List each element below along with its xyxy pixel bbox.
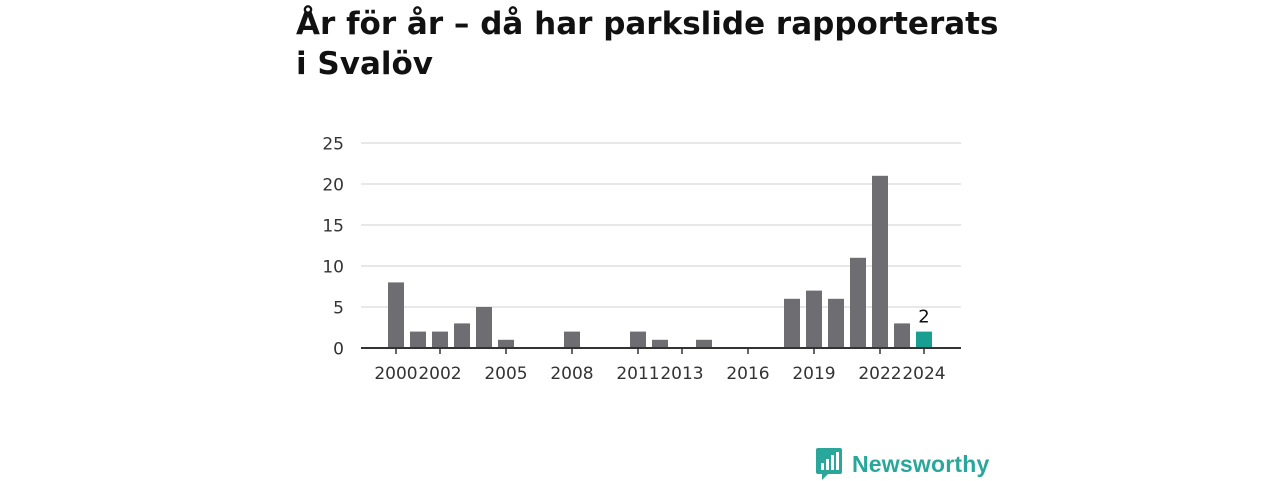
labels: 0 5 10 15 20 25 2000 2002 2005 2008 2011 2013 2016 20… bbox=[322, 135, 945, 385]
bar-chart-icon bbox=[816, 448, 842, 480]
bar-2008 bbox=[564, 331, 580, 348]
bar-2003 bbox=[454, 323, 470, 348]
bar-2024 bbox=[916, 331, 932, 348]
bars bbox=[388, 175, 932, 348]
y-tick-label: 10 bbox=[322, 258, 344, 278]
x-tick-label: 2011 bbox=[616, 364, 659, 384]
bar-2020 bbox=[828, 298, 844, 348]
x-tick-label: 2019 bbox=[792, 364, 835, 384]
bar-2002 bbox=[432, 331, 448, 348]
axes bbox=[361, 347, 961, 354]
x-tick-label: 2008 bbox=[550, 364, 593, 384]
y-tick-label: 5 bbox=[333, 299, 344, 319]
bar-2005 bbox=[498, 339, 514, 348]
chart-title: År för år – då har parkslide rapporterat… bbox=[296, 6, 999, 82]
y-tick-label: 0 bbox=[333, 340, 344, 360]
bar-2001 bbox=[410, 331, 426, 348]
y-tick-label: 15 bbox=[322, 217, 344, 237]
grid-lines bbox=[361, 142, 961, 308]
bar-2011 bbox=[630, 331, 646, 348]
x-tick-label: 2024 bbox=[902, 364, 945, 384]
y-tick-label: 20 bbox=[322, 176, 344, 196]
x-tick-label: 2016 bbox=[726, 364, 769, 384]
bar-2019 bbox=[806, 290, 822, 348]
bar-2021 bbox=[850, 257, 866, 348]
brand-logo: Newsworthy bbox=[815, 447, 989, 481]
brand-name: Newsworthy bbox=[852, 450, 990, 477]
bar-2004 bbox=[476, 307, 492, 348]
bar-2022 bbox=[872, 175, 888, 348]
y-tick-label: 25 bbox=[322, 135, 344, 155]
x-tick-label: 2013 bbox=[660, 364, 703, 384]
bar-2023 bbox=[894, 323, 910, 348]
data-label: 2 bbox=[918, 307, 929, 328]
x-tick-label: 2002 bbox=[418, 364, 461, 384]
x-tick-label: 2022 bbox=[858, 364, 901, 384]
x-tick-label: 2005 bbox=[484, 364, 527, 384]
bar-2012 bbox=[652, 339, 668, 348]
bar-2014 bbox=[696, 339, 712, 348]
bar-2000 bbox=[388, 282, 404, 348]
bar-2018 bbox=[784, 298, 800, 348]
x-tick-label: 2000 bbox=[374, 364, 417, 384]
